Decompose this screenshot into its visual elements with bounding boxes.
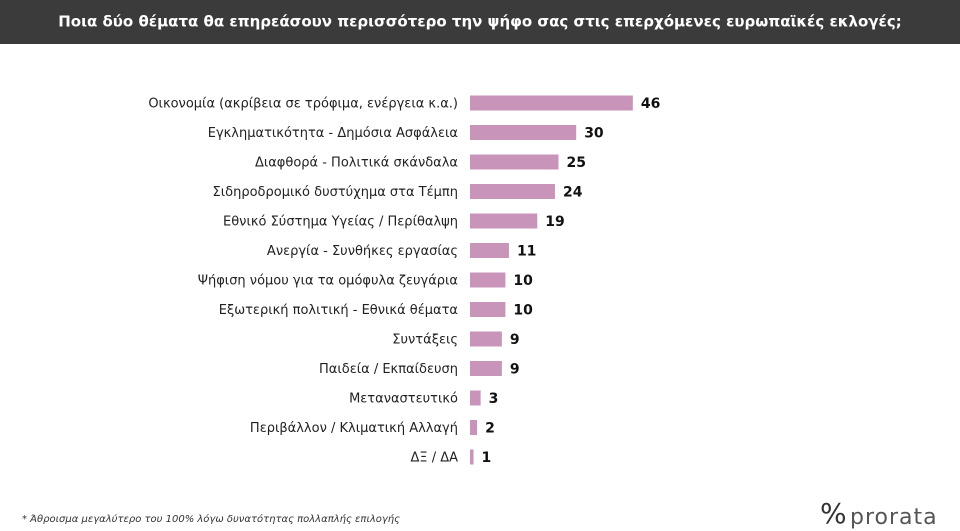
category-label: Συντάξεις bbox=[392, 333, 458, 348]
bar bbox=[470, 361, 502, 376]
value-label: 3 bbox=[489, 391, 499, 407]
value-label: 9 bbox=[510, 332, 520, 348]
value-label: 30 bbox=[584, 126, 604, 142]
value-label: 9 bbox=[510, 362, 520, 378]
bar bbox=[470, 331, 502, 347]
category-label: Εξωτερική πολιτική - Εθνικά θέματα bbox=[219, 303, 458, 318]
bar bbox=[470, 154, 559, 170]
bar bbox=[470, 420, 478, 435]
value-label: 2 bbox=[485, 421, 495, 437]
value-label: 46 bbox=[641, 96, 660, 112]
value-label: 25 bbox=[567, 155, 586, 171]
category-label: Σιδηροδρομικό δυστύχημα στα Τέμπη bbox=[213, 185, 458, 200]
footnote: * Άθροισμα μεγαλύτερο του 100% λόγω δυνα… bbox=[22, 513, 400, 525]
bar bbox=[470, 302, 506, 317]
category-label: Διαφθορά - Πολιτικά σκάνδαλα bbox=[255, 156, 458, 171]
chart-title: Ποια δύο θέματα θα επηρεάσουν περισσότερ… bbox=[58, 13, 901, 31]
bar bbox=[470, 390, 481, 406]
logo-text: prorata bbox=[850, 505, 938, 530]
category-label: Ανεργία - Συνθήκες εργασίας bbox=[267, 244, 458, 259]
value-label: 10 bbox=[513, 273, 533, 289]
bar bbox=[470, 243, 509, 258]
value-label: 19 bbox=[545, 214, 564, 230]
bar bbox=[470, 95, 633, 111]
header-bar bbox=[0, 0, 960, 44]
category-label: Παιδεία / Εκπαίδευση bbox=[319, 362, 458, 377]
value-label: 1 bbox=[482, 450, 492, 466]
category-label: Οικονομία (ακρίβεια σε τρόφιμα, ενέργεια… bbox=[148, 97, 458, 112]
category-label: Ψήφιση νόμου για τα ομόφυλα ζευγάρια bbox=[198, 274, 458, 289]
bar bbox=[470, 184, 555, 199]
logo-symbol: % bbox=[820, 497, 847, 530]
bar bbox=[470, 125, 577, 140]
category-label: Εγκληματικότητα - Δημόσια Ασφάλεια bbox=[208, 126, 458, 141]
category-label: Περιβάλλον / Κλιματική Αλλαγή bbox=[250, 421, 458, 436]
bar bbox=[470, 449, 474, 465]
value-label: 24 bbox=[563, 185, 583, 201]
category-label: Εθνικό Σύστημα Υγείας / Περίθαλψη bbox=[223, 215, 458, 230]
bar bbox=[470, 213, 538, 229]
value-label: 10 bbox=[513, 303, 533, 319]
bar bbox=[470, 272, 506, 288]
category-label: Μεταναστευτικό bbox=[349, 392, 458, 407]
value-label: 11 bbox=[517, 244, 536, 260]
category-label: ΔΞ / ΔΑ bbox=[410, 451, 458, 466]
